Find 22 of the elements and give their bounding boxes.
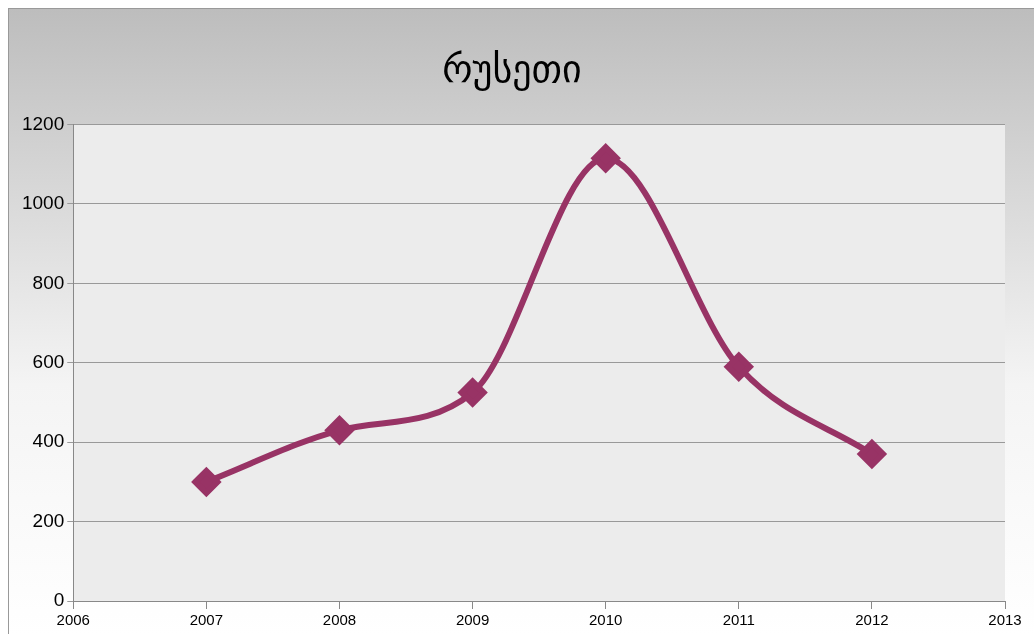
- y-tick-label: 600: [32, 351, 65, 373]
- point: [458, 378, 487, 407]
- point: [325, 416, 354, 445]
- x-tick-label: 2011: [722, 611, 755, 629]
- chart-title: რუსეთი: [442, 46, 582, 91]
- y-tick-label: 1200: [21, 112, 65, 134]
- x-tick-label: 2006: [56, 611, 90, 629]
- x-tick-label: 2012: [855, 611, 889, 629]
- x-tick-label: 2009: [455, 611, 490, 629]
- x-tick-label: 2008: [322, 611, 357, 629]
- x-tick-label: 2013: [988, 611, 1022, 629]
- point: [724, 352, 753, 381]
- y-tick-label: 400: [32, 430, 65, 452]
- point: [192, 467, 221, 496]
- point: [591, 144, 620, 173]
- y-tick-label: 200: [32, 509, 65, 531]
- point: [857, 440, 886, 469]
- x-tick-label: 2007: [189, 611, 224, 629]
- y-tick-label: 800: [32, 271, 65, 293]
- x-tick-label: 2010: [589, 611, 623, 629]
- y-tick-label: 0: [53, 589, 65, 611]
- y-tick-label: 1000: [21, 192, 65, 214]
